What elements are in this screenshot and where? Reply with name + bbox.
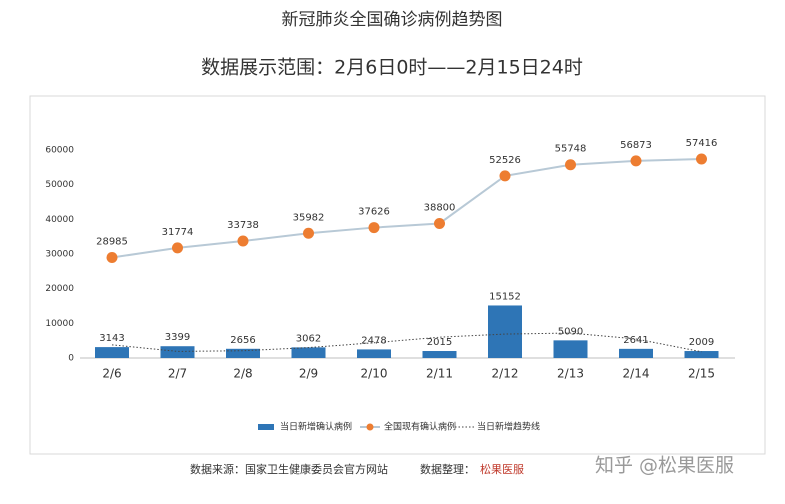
bar: [619, 348, 653, 358]
bar: [357, 349, 391, 358]
y-tick-label: 20000: [45, 284, 74, 294]
point-label: 33738: [227, 220, 259, 231]
point-label: 52526: [489, 155, 521, 166]
chart-frame: [29, 95, 766, 455]
series-line: [111, 332, 702, 353]
line-marker: [368, 222, 380, 234]
legend-label: 当日新增确认病例: [280, 421, 352, 433]
line-marker: [630, 155, 642, 167]
bar-label: 3062: [296, 333, 321, 344]
bar: [95, 347, 129, 358]
x-tick-label: 2/7: [168, 367, 187, 381]
watermark: 知乎 @松果医服: [595, 455, 734, 477]
legend-label: 全国现有确认病例: [384, 421, 456, 433]
chart-subtitle: 数据展示范围：2月6日0时——2月15日24时: [201, 57, 583, 79]
line-marker: [106, 252, 118, 264]
bar: [488, 305, 522, 358]
y-tick-label: 60000: [45, 146, 74, 156]
point-label: 31774: [162, 227, 194, 238]
source-note: 数据来源：国家卫生健康委员会官方网站: [190, 462, 388, 476]
y-tick-label: 40000: [45, 215, 74, 225]
bar-label: 3143: [99, 333, 124, 344]
legend-label: 当日新增趋势线: [477, 421, 540, 433]
point-label: 38800: [424, 202, 456, 213]
bar: [553, 340, 588, 358]
bar-label: 3399: [165, 332, 190, 343]
bar: [422, 351, 457, 358]
bar-label: 2009: [689, 337, 714, 348]
bar-label: 2656: [230, 335, 255, 346]
bar-label: 15152: [489, 291, 521, 302]
y-tick-label: 0: [68, 354, 74, 364]
legend-swatch: [366, 423, 374, 431]
bar: [291, 347, 326, 358]
x-tick-label: 2/14: [623, 367, 650, 381]
organizer-note: 数据整理：: [420, 462, 475, 476]
bar-label: 2015: [427, 337, 452, 348]
x-tick-label: 2/12: [492, 367, 519, 381]
point-label: 57416: [686, 138, 718, 149]
point-label: 37626: [358, 207, 390, 218]
line-marker: [499, 170, 511, 182]
line-marker: [237, 235, 249, 247]
line-marker: [434, 217, 445, 229]
x-tick-label: 2/9: [299, 367, 318, 381]
line-marker: [565, 159, 576, 171]
x-tick-label: 2/15: [688, 367, 715, 381]
y-tick-label: 10000: [45, 319, 74, 329]
x-tick-label: 2/6: [102, 367, 121, 381]
point-label: 35982: [293, 212, 325, 223]
point-label: 28985: [96, 237, 128, 248]
logo: 松果医服: [480, 462, 524, 476]
point-label: 55748: [555, 144, 587, 155]
bar-label: 2478: [361, 335, 386, 346]
legend-swatch: [258, 424, 274, 430]
point-label: 56873: [620, 140, 652, 151]
chart-title: 新冠肺炎全国确诊病例趋势图: [282, 10, 503, 30]
line-marker: [172, 242, 183, 254]
bar-label: 5090: [558, 326, 583, 337]
bar: [226, 348, 260, 358]
bar: [684, 351, 719, 358]
y-tick-label: 50000: [45, 180, 74, 190]
line-marker: [303, 227, 314, 239]
x-tick-label: 2/11: [426, 367, 453, 381]
x-tick-label: 2/13: [557, 367, 584, 381]
x-tick-label: 2/10: [361, 367, 388, 381]
series-line: [111, 157, 702, 259]
x-tick-label: 2/8: [233, 367, 252, 381]
bar-label: 2641: [623, 335, 648, 346]
line-marker: [696, 153, 707, 165]
y-tick-label: 30000: [45, 250, 74, 260]
bar: [160, 346, 195, 358]
